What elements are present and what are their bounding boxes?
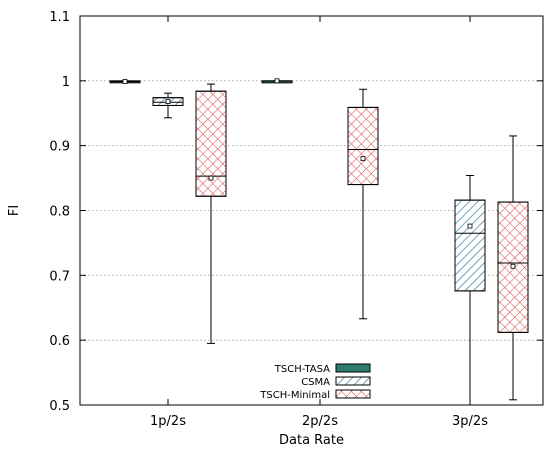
mean-marker [208,175,214,181]
y-tick-label: 0.8 [49,205,70,220]
legend-label: CSMA [301,377,330,388]
boxes-layer [109,78,529,406]
x-tick-label: 3p/2s [452,414,488,429]
x-tick-label: 1p/2s [150,414,186,429]
legend-swatch [335,363,371,373]
box-tsch-tasa-1p-2s [109,79,141,84]
box-tsch-tasa-2p-2s [261,78,293,84]
legend: TSCH-TASA CSMA TSCH-Minimal [259,363,371,401]
box-tsch-minimal-2p-2s [347,88,379,320]
y-tick-label: 0.7 [49,269,70,284]
box-hatch [347,106,379,186]
box-csma-3p-2s [454,174,486,406]
legend-label: TSCH-Minimal [259,390,330,401]
legend-swatch-hatch [335,376,371,386]
x-tick-label: 2p/2s [302,414,338,429]
plot-frame [79,15,544,406]
y-tick-label: 1 [62,75,70,90]
box-hatch [454,199,486,292]
box-tsch-minimal-1p-2s [195,83,227,344]
legend-swatch-hatch [335,389,371,399]
y-tick-label: 0.5 [49,399,70,414]
x-axis-title: Data Rate [279,433,344,448]
y-axis-title: FI [7,205,22,216]
box-csma-1p-2s [152,92,184,119]
box-tsch-minimal-3p-2s [497,135,529,401]
mean-marker [122,79,128,84]
axes-layer: 0.5 0.6 0.7 0.8 0.9 1 1.1 1p/2s 2p/2s 3p/2s [49,10,544,429]
mean-marker [510,263,516,269]
y-tick-label: 1.1 [49,10,70,25]
mean-marker [360,156,366,162]
y-tick-label: 0.9 [49,140,70,155]
mean-marker [467,223,473,229]
mean-marker [165,99,171,104]
y-tick-label: 0.6 [49,334,70,349]
mean-marker [274,78,280,84]
grid-layer [80,80,543,341]
legend-label: TSCH-TASA [274,364,330,375]
